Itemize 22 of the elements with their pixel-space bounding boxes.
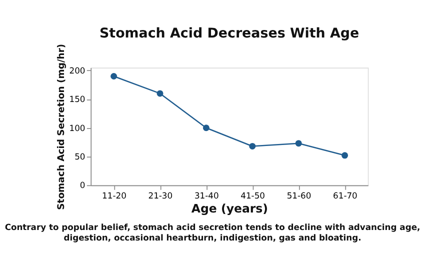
- y-tick-label: 150: [69, 94, 86, 104]
- point: [202, 124, 210, 132]
- point: [249, 142, 256, 150]
- text: digestion, occasional heartburn, indigestion, gas and bloating.: [64, 232, 362, 243]
- point: [110, 73, 118, 80]
- y-tick-label: 0: [80, 180, 86, 190]
- x-tick-label: 21-30: [148, 190, 173, 200]
- y-tick-label: 100: [69, 122, 86, 133]
- text: Contrary to popular belief, stomach acid secretion tends to decline with advancing age,: [4, 222, 420, 232]
- point: [342, 152, 348, 159]
- x-axis-title: Age (years): [191, 202, 268, 216]
- x-tick-label: 41-50: [240, 190, 265, 200]
- y-tick-label: 50: [74, 151, 86, 162]
- y-tick-label: 200: [69, 65, 86, 76]
- point: [295, 140, 302, 147]
- x-tick-label: 61-70: [333, 190, 358, 200]
- y-axis-title: Stomach Acid Secretion (mg/hr): [56, 44, 68, 210]
- x-tick-label: 11-20: [102, 190, 126, 200]
- x-tick-label: 51-60: [286, 190, 312, 200]
- point: [156, 90, 164, 97]
- chart-title: Stomach Acid Decreases With Age: [99, 26, 360, 42]
- x-tick-label: 31-40: [194, 190, 219, 200]
